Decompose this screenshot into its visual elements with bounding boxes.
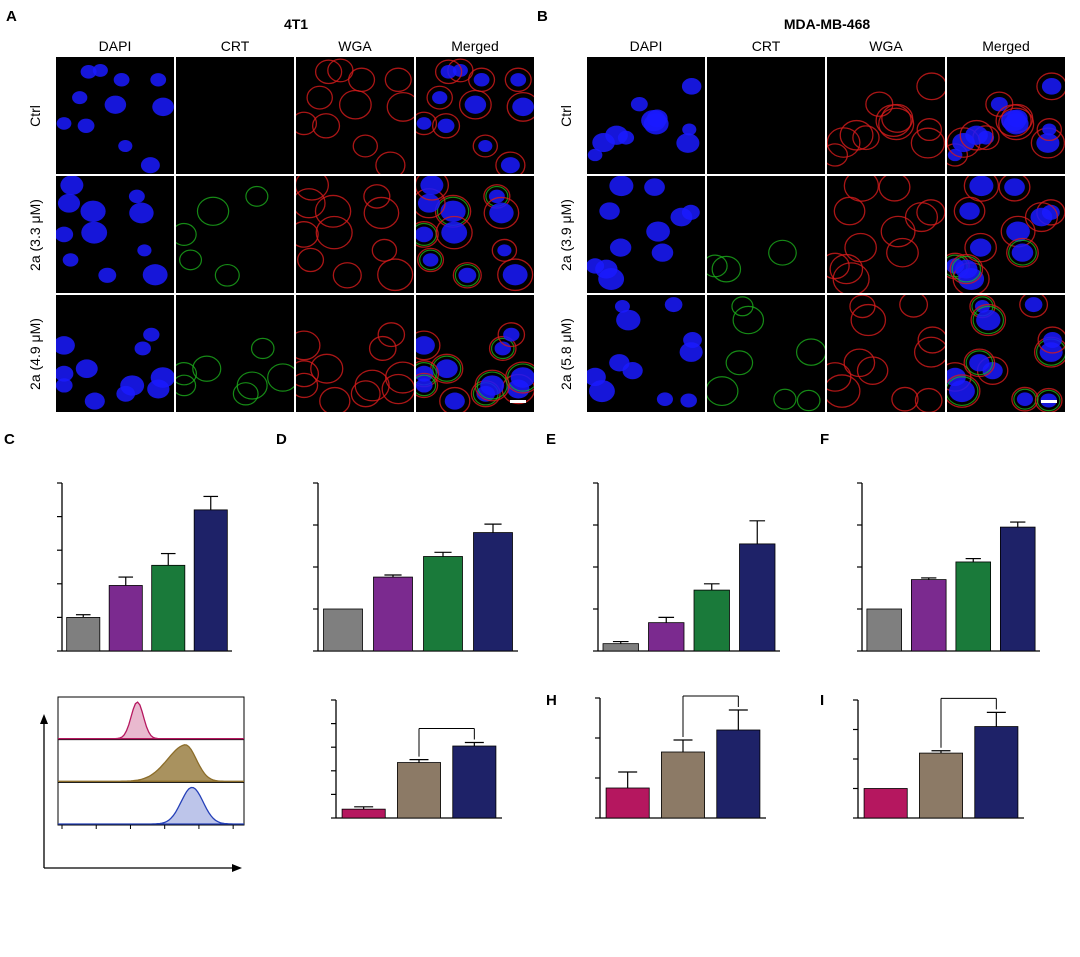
- micrograph-a-r1-wga: [296, 176, 414, 293]
- chart-f-bar-0: [866, 608, 903, 652]
- micrograph-b-r1-dapi: [587, 176, 705, 293]
- panel-b-col-1: CRT: [751, 38, 781, 54]
- chart-h-bar-2: [716, 729, 761, 819]
- hist-y-arrow-head: [40, 714, 48, 724]
- micrograph-a-r2-wga: [296, 295, 414, 412]
- chart-h-bar-1: [661, 751, 705, 819]
- chart-d-bar-3: [473, 532, 513, 652]
- panel-b-micrograph-grid: [587, 57, 1067, 414]
- panel-letter-c: C: [4, 431, 15, 448]
- hist-trace-2a: [58, 786, 244, 825]
- panel-letter-d: D: [276, 431, 287, 448]
- hist-trace-ctrl: [57, 701, 245, 740]
- panel-a-col-0: DAPI: [98, 38, 132, 54]
- chart-d-bar-1: [373, 576, 413, 652]
- panel-letter-e: E: [546, 431, 556, 448]
- chart-e-bar-2: [693, 589, 730, 652]
- panel-a-micrograph-grid: [56, 57, 536, 414]
- panel-letter-a: A: [6, 8, 17, 25]
- micrograph-b-r0-wga: [827, 57, 945, 174]
- micrograph-a-r1-dapi: [56, 176, 174, 293]
- chart-i-bar-2: [974, 726, 1019, 819]
- hist-trace-1a: [57, 744, 245, 782]
- micrograph-b-r1-crt: [707, 176, 825, 293]
- micrograph-b-r2-wga: [827, 295, 945, 412]
- micrograph-a-r2-merged: [416, 295, 534, 412]
- hist-x-arrow-head: [232, 864, 242, 872]
- chart-c-bar-2: [151, 564, 186, 652]
- chart-f-bar-3: [999, 526, 1036, 652]
- chart-f-bar-2: [955, 561, 992, 652]
- micrograph-b-r1-wga: [827, 176, 945, 293]
- micrograph-b-r0-crt: [707, 57, 825, 174]
- chart-c-bar-0: [66, 617, 101, 652]
- panel-letter-i: I: [820, 692, 824, 709]
- panel-letter-h: H: [546, 692, 557, 709]
- micrograph-b-r2-merged: [947, 295, 1065, 412]
- micrograph-b-r1-merged: [947, 176, 1065, 293]
- micrograph-a-r0-crt: [176, 57, 294, 174]
- panel-b-title: MDA-MB-468: [783, 16, 871, 32]
- chart-c-bar-1: [108, 585, 143, 652]
- micrograph-b-r0-merged: [947, 57, 1065, 174]
- chart-c-bar-3: [193, 509, 228, 652]
- micrograph-b-r0-dapi: [587, 57, 705, 174]
- panel-letter-b: B: [537, 8, 548, 25]
- panel-letter-f: F: [820, 431, 829, 448]
- micrograph-a-r0-wga: [296, 57, 414, 174]
- panel-b-col-0: DAPI: [629, 38, 663, 54]
- micrograph-a-r0-merged: [416, 57, 534, 174]
- chart-i-bar-0: [863, 788, 908, 819]
- micrograph-b-r2-dapi: [587, 295, 705, 412]
- chart-e-bar-0: [602, 643, 639, 652]
- panel-b-col-3: Merged: [982, 38, 1030, 54]
- chart-e-bar-1: [648, 622, 685, 652]
- hist-frame: [57, 696, 245, 826]
- chart-g-bar-1: [397, 762, 441, 819]
- micrograph-a-r1-crt: [176, 176, 294, 293]
- micrograph-b-r2-crt: [707, 295, 825, 412]
- chart-g-bar-0: [341, 808, 386, 819]
- chart-g-bar-2: [452, 745, 497, 819]
- panel-a-col-3: Merged: [451, 38, 499, 54]
- panel-a-col-1: CRT: [220, 38, 250, 54]
- micrograph-a-r1-merged: [416, 176, 534, 293]
- panel-b-col-2: WGA: [869, 38, 903, 54]
- micrograph-a-r0-dapi: [56, 57, 174, 174]
- chart-h-bar-0: [605, 787, 650, 819]
- chart-d-bar-0: [323, 608, 363, 652]
- panel-a-col-2: WGA: [338, 38, 372, 54]
- chart-f-bar-1: [910, 579, 947, 652]
- micrograph-a-r2-crt: [176, 295, 294, 412]
- panel-a-title: 4T1: [283, 16, 309, 32]
- chart-i-bar-1: [919, 752, 963, 819]
- chart-d-bar-2: [423, 556, 463, 652]
- chart-e-bar-3: [739, 543, 776, 652]
- micrograph-a-r2-dapi: [56, 295, 174, 412]
